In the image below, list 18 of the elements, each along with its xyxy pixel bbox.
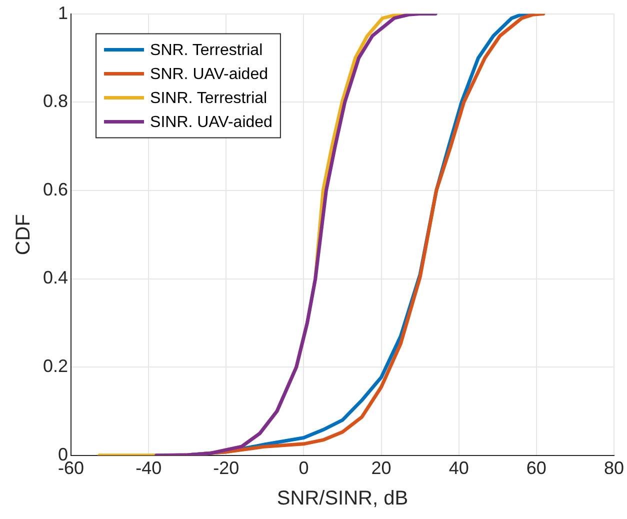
- y-tick-label: 0.8: [42, 91, 68, 112]
- x-axis-title: SNR/SINR, dB: [276, 488, 408, 510]
- y-tick-label: 0.4: [42, 268, 68, 288]
- x-tick-label: 40: [448, 458, 469, 478]
- legend-label: SNR. UAV-aided: [150, 66, 268, 84]
- y-tick-label: 1: [58, 2, 68, 23]
- x-tick-label: -40: [136, 458, 162, 478]
- x-tick-label: -20: [213, 458, 240, 478]
- legend-label: SNR. Terrestrial: [150, 42, 263, 60]
- legend-label: SINR. Terrestrial: [150, 90, 268, 108]
- x-tick-label: 0: [298, 458, 309, 478]
- x-tick-label: 80: [604, 458, 624, 478]
- x-tick-label: 20: [371, 458, 392, 478]
- y-tick-label: 0.6: [42, 179, 68, 200]
- x-tick-label: 60: [526, 458, 546, 478]
- y-axis-title: CDF: [12, 214, 35, 256]
- y-tick-label: 0.2: [42, 356, 68, 376]
- legend-label: SINR. UAV-aided: [150, 114, 272, 132]
